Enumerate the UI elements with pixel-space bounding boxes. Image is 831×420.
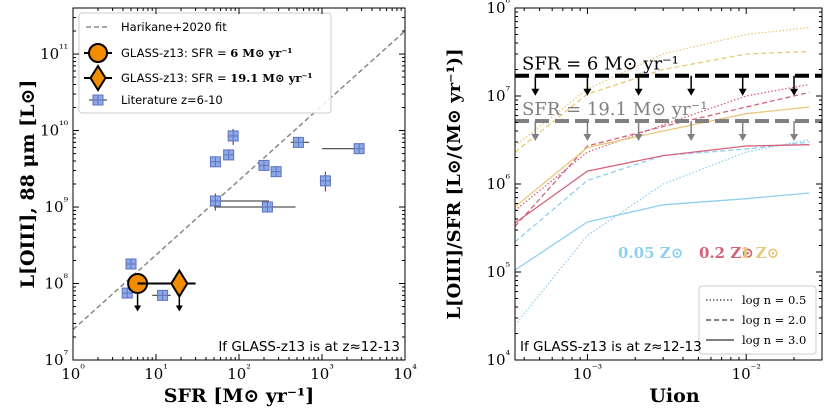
left-xtick-label: 10² xyxy=(227,362,251,383)
right-ytick-label: 10⁸ xyxy=(486,0,510,17)
metallicity-label: 0.2 Z⊙ xyxy=(699,244,754,262)
model-line-Z1-dotted xyxy=(515,26,810,147)
metallicity-label: 1 Z⊙ xyxy=(740,244,779,262)
right-ytick-label: 10⁵ xyxy=(486,260,510,281)
glass-upper-limit-arrow xyxy=(175,305,183,312)
left-xtick-label: 10⁴ xyxy=(393,362,417,383)
sfr-limit-arrow-head xyxy=(531,133,540,141)
left-ytick-label: 10⁷ xyxy=(44,348,68,369)
legend-density-label: log n = 0.5 xyxy=(742,293,806,307)
right-panel: SFR = 6 M⊙ yr⁻¹ SFR = 19.1 M⊙ yr⁻¹ 0.05 Z⊙… xyxy=(444,26,822,407)
right-xtick-label: 10⁻³ xyxy=(573,362,602,383)
model-line-Z0.05-dotted xyxy=(515,138,810,326)
left-ytick-label: 10¹¹ xyxy=(40,42,68,63)
model-line-Z1-dashed xyxy=(515,50,810,153)
sfr-limit-arrow-head xyxy=(583,88,592,96)
sfr-limit-arrow-head xyxy=(634,133,643,141)
left-legend-frame xyxy=(78,12,332,114)
sfr-limit-arrow-head xyxy=(738,88,747,96)
right-annotation: If GLASS-z13 is at z≈12-13 xyxy=(520,339,702,355)
glass-diamond-marker xyxy=(170,268,189,299)
right-ytick-label: 10⁶ xyxy=(486,172,510,193)
metallicity-label: 0.05 Z⊙ xyxy=(618,244,683,262)
sfr-limit-arrow-head xyxy=(687,133,696,141)
left-xtick-label: 10³ xyxy=(310,362,334,383)
right-legend-frame xyxy=(698,285,817,355)
right-xtick-label: 10⁻² xyxy=(732,362,761,383)
right-ylabel: L[OIII]/SFR [L⊙/(M⊙ yr⁻¹)] xyxy=(444,48,465,319)
left-xtick-label: 10⁰ xyxy=(61,362,85,383)
legend-density-label: log n = 2.0 xyxy=(742,313,806,327)
sfr-limit-arrow-head xyxy=(531,88,540,96)
left-ytick-label: 10⁸ xyxy=(44,272,68,293)
model-line-Z0.2-dashed xyxy=(515,91,810,227)
right-xlabel: Uion xyxy=(649,385,699,407)
legend-label: Harikane+2020 fit xyxy=(121,20,227,34)
glass-upper-limit-arrow xyxy=(134,305,142,312)
sfr-limit-label: SFR = 6 M⊙ yr⁻¹ xyxy=(522,54,679,75)
left-xtick-label: 10¹ xyxy=(144,362,168,383)
left-ylabel: L[OIII], 88 μm [L⊙] xyxy=(17,80,39,289)
right-legend: log n = 0.5 log n = 2.0 log n = 3.0 xyxy=(698,285,817,355)
sfr-limit-arrow-head xyxy=(790,88,799,96)
right-axes: 10⁻³ 10⁻² 10⁴ 10⁵ 10⁶ 10⁷ 10⁸ xyxy=(486,0,823,383)
sfr-limit-label: SFR = 19.1 M⊙ yr⁻¹ xyxy=(522,99,707,120)
left-panel: Harikane+2020 fit GLASS-z13: SFR = 6 M⊙ y… xyxy=(17,12,405,407)
left-axes: 10⁰ 10¹ 10² 10³ 10⁴ 10⁷ 10⁸ 10⁹ 10¹⁰ 10¹¹ xyxy=(40,7,417,383)
sfr-limit-arrow-head xyxy=(738,133,747,141)
legend-label: Literature z=6-10 xyxy=(121,93,223,107)
sfr-limit-arrow-head xyxy=(790,133,799,141)
model-line-Z0.05-solid xyxy=(515,192,810,271)
left-legend: Harikane+2020 fit GLASS-z13: SFR = 6 M⊙ y… xyxy=(78,12,332,114)
legend-circle-swatch xyxy=(88,43,108,63)
sfr-limit-arrow-head xyxy=(687,88,696,96)
legend-diamond-swatch xyxy=(89,64,107,92)
right-ytick-label: 10⁷ xyxy=(486,84,510,105)
sfr-limit-arrow-head xyxy=(634,88,643,96)
model-line-Z1-solid xyxy=(515,106,810,208)
legend-label: GLASS-z13: SFR = 6 M⊙ yr⁻¹ xyxy=(121,46,292,60)
left-xlabel: SFR [M⊙ yr⁻¹] xyxy=(164,385,315,407)
right-ytick-label: 10⁴ xyxy=(486,348,510,369)
sfr-limit-arrow-head xyxy=(583,133,592,141)
model-line-Z0.2-solid xyxy=(515,144,810,224)
legend-label: GLASS-z13: SFR = 19.1 M⊙ yr⁻¹ xyxy=(121,71,312,85)
legend-density-label: log n = 3.0 xyxy=(742,333,806,347)
left-ytick-label: 10⁹ xyxy=(44,195,68,216)
left-annotation: If GLASS-z13 is at z≈12-13 xyxy=(218,339,400,355)
left-ytick-label: 10¹⁰ xyxy=(40,119,69,140)
